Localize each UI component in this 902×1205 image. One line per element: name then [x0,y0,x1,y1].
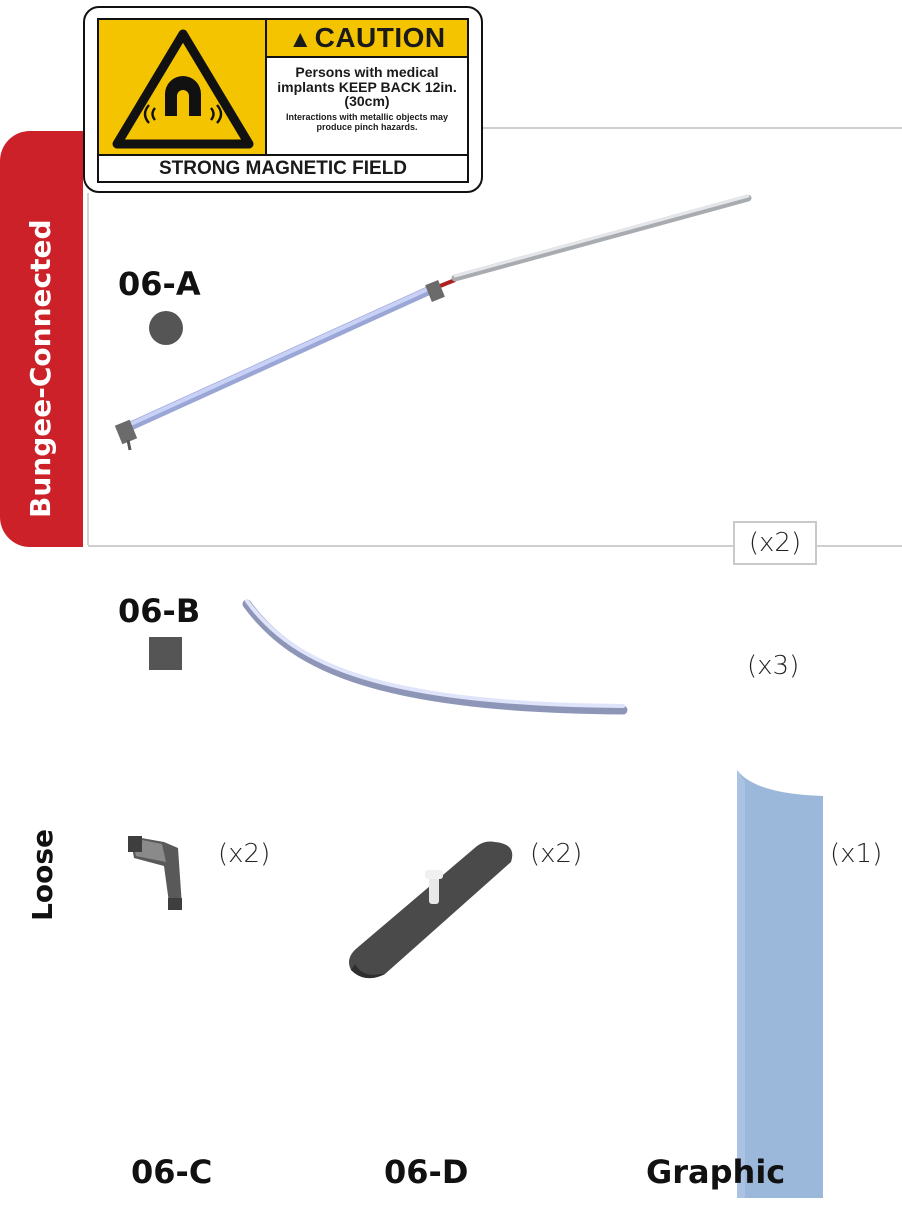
circle-marker [149,311,183,345]
part-06d-qty: (x2) [530,839,583,869]
bungee-section-border [87,193,89,545]
curved-pole-illustration [242,599,628,715]
graphic-qty: (x1) [830,839,883,869]
part-06b-id: 06-B [118,592,201,630]
part-06d-id: 06-D [384,1153,469,1191]
part-06b-qty: (x3) [747,651,800,681]
caution-implant-warning: Persons with medical implants KEEP BACK … [277,64,457,110]
square-marker [149,637,182,670]
caution-footer: STRONG MAGNETIC FIELD [99,154,467,181]
part-06c-id: 06-C [131,1153,213,1191]
bungee-connected-label: Bungee-Connected [24,219,57,518]
magnet-warning-icon [112,29,254,149]
caution-label-frame: ▲CAUTION Persons with medical implants K… [97,18,469,183]
graphic-id: Graphic [646,1153,786,1191]
top-divider [483,127,902,129]
part-06c-qty: (x2) [218,839,271,869]
bungee-bottom-divider-right [817,545,902,547]
part-06a-id: 06-A [118,265,201,303]
magnet-warning-panel [99,20,267,154]
caution-pinch-warning: Interactions with metallic objects may p… [285,112,449,132]
alert-triangle-icon: ▲ [288,26,313,53]
base-plate-illustration [349,841,513,979]
loose-section-label: Loose [26,829,59,921]
part-06a-qty: (x2) [733,521,817,565]
bungee-connected-tab [0,131,83,547]
caution-heading: ▲CAUTION [267,20,467,58]
bungee-bottom-divider-left [88,545,733,547]
caution-label: ▲CAUTION Persons with medical implants K… [83,6,483,193]
corner-connector-illustration [128,836,182,910]
caution-heading-text: CAUTION [314,22,446,53]
graphic-panel-illustration [737,770,823,1198]
caution-body: Persons with medical implants KEEP BACK … [267,58,467,154]
bungee-pole-illustration [114,194,752,451]
